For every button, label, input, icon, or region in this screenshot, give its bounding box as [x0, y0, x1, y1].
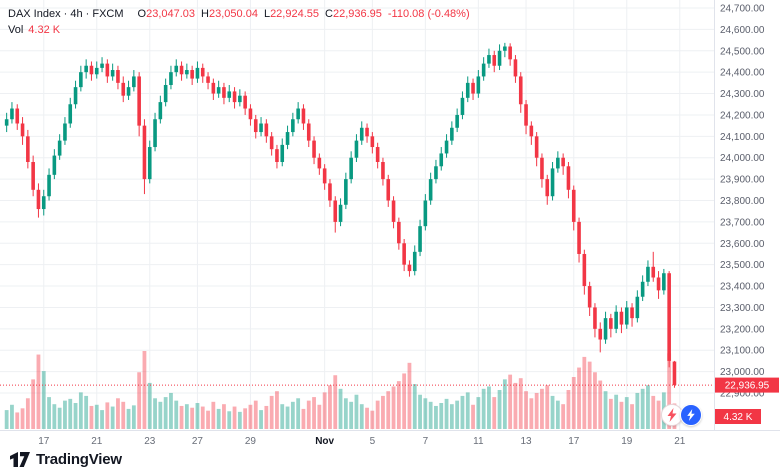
- volume-label[interactable]: Vol: [8, 24, 24, 36]
- svg-text:23,400.00: 23,400.00: [720, 282, 765, 293]
- symbol-info-bar: DAX Index · 4h · FXCM O23,047.03 H23,050.0…: [8, 6, 470, 23]
- broker-button[interactable]: [680, 404, 702, 426]
- svg-text:23,700.00: 23,700.00: [720, 217, 765, 228]
- svg-text:27: 27: [192, 436, 204, 447]
- open-label: O: [137, 8, 147, 20]
- svg-text:Nov: Nov: [315, 436, 334, 447]
- candles: [4, 42, 677, 388]
- svg-text:19: 19: [621, 436, 633, 447]
- svg-text:21: 21: [674, 436, 686, 447]
- svg-text:24,000.00: 24,000.00: [720, 153, 765, 164]
- low-label: L: [263, 8, 271, 20]
- volume-indicator-row: Vol 4.32 K: [8, 24, 60, 36]
- svg-text:17: 17: [38, 436, 50, 447]
- low-value: 22,924.55: [270, 8, 319, 20]
- svg-text:22,936.95: 22,936.95: [725, 381, 770, 392]
- time-axis[interactable]: 17 21 23 27 29 Nov 5 7 11 13 17 19 21: [38, 436, 686, 447]
- lightning-icon: [687, 409, 695, 421]
- svg-text:11: 11: [473, 436, 484, 447]
- price-change: -110.08 (-0.48%): [387, 8, 470, 20]
- volume-value: 4.32 K: [28, 24, 61, 36]
- svg-text:24,200.00: 24,200.00: [720, 110, 765, 121]
- last-price-badge: 22,936.95: [715, 377, 779, 393]
- svg-text:29: 29: [245, 436, 257, 447]
- price-axis[interactable]: 24,700.00 24,600.00 24,500.00 24,400.00 24,3…: [720, 4, 765, 400]
- svg-text:23,800.00: 23,800.00: [720, 196, 765, 207]
- svg-text:17: 17: [568, 436, 580, 447]
- tradingview-logo-icon: [10, 452, 30, 467]
- svg-text:23,900.00: 23,900.00: [720, 175, 765, 186]
- close-label: C: [325, 8, 333, 20]
- lightning-icon: [667, 408, 677, 422]
- svg-text:24,300.00: 24,300.00: [720, 89, 765, 100]
- svg-text:23,000.00: 23,000.00: [720, 367, 765, 378]
- svg-text:24,400.00: 24,400.00: [720, 68, 765, 79]
- svg-text:21: 21: [91, 436, 103, 447]
- svg-text:23,300.00: 23,300.00: [720, 303, 765, 314]
- open-value: 23,047.03: [146, 8, 196, 20]
- svg-text:24,700.00: 24,700.00: [720, 4, 765, 15]
- svg-text:13: 13: [520, 436, 532, 447]
- svg-text:24,100.00: 24,100.00: [720, 132, 765, 143]
- svg-text:4.32 K: 4.32 K: [724, 412, 753, 423]
- gridlines: [0, 0, 714, 430]
- volume-badge: 4.32 K: [715, 409, 761, 424]
- tradingview-logo[interactable]: TradingView: [10, 451, 122, 468]
- svg-text:23,100.00: 23,100.00: [720, 346, 765, 357]
- symbol-title[interactable]: DAX Index · 4h · FXCM: [8, 8, 124, 20]
- svg-text:24,600.00: 24,600.00: [720, 25, 765, 36]
- close-value: 22,936.95: [332, 8, 382, 20]
- high-value: 23,050.04: [209, 8, 258, 20]
- svg-text:23,500.00: 23,500.00: [720, 260, 765, 271]
- svg-text:23,600.00: 23,600.00: [720, 239, 765, 250]
- svg-text:23: 23: [144, 436, 156, 447]
- svg-text:22,900.00: 22,900.00: [720, 389, 765, 400]
- svg-text:5: 5: [370, 436, 376, 447]
- svg-text:23,200.00: 23,200.00: [720, 324, 765, 335]
- svg-text:24,500.00: 24,500.00: [720, 46, 765, 57]
- high-label: H: [201, 8, 209, 20]
- brand-name: TradingView: [36, 451, 122, 468]
- volume-bars: [4, 351, 677, 429]
- svg-text:7: 7: [423, 436, 429, 447]
